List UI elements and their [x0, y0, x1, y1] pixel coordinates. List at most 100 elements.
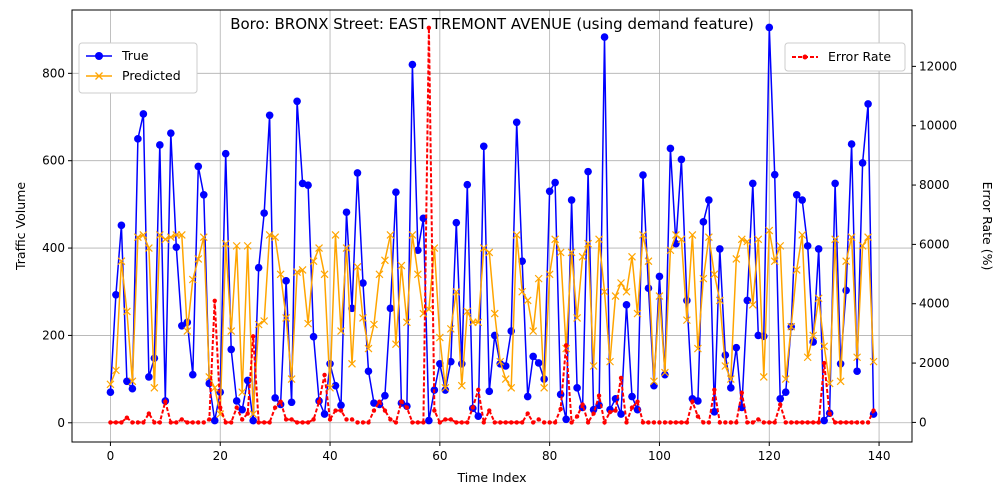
- data-point: [728, 420, 734, 425]
- data-point: [573, 384, 581, 392]
- data-point: [331, 231, 340, 239]
- data-point: [668, 420, 673, 425]
- data-point: [293, 268, 302, 277]
- data-point: [305, 420, 311, 425]
- data-point: [865, 420, 871, 425]
- data-point: [331, 381, 340, 390]
- data-point: [776, 394, 785, 403]
- data-point: [470, 405, 475, 410]
- data-point: [715, 296, 724, 305]
- data-point: [503, 420, 508, 425]
- data-point: [474, 412, 483, 421]
- y2-axis-label: Error Rate (%): [980, 182, 995, 271]
- data-point: [123, 377, 131, 386]
- data-point: [327, 417, 333, 422]
- data-point: [518, 257, 526, 265]
- data-point: [311, 417, 316, 422]
- data-point: [282, 277, 290, 285]
- data-point: [375, 270, 384, 279]
- data-point: [399, 399, 404, 404]
- x-tick-label: 20: [213, 449, 228, 463]
- data-point: [359, 314, 367, 322]
- data-point: [816, 420, 821, 425]
- data-point: [183, 327, 192, 335]
- y-axis-label: Traffic Volume: [13, 182, 28, 271]
- data-point: [805, 420, 810, 425]
- data-point: [408, 231, 417, 239]
- data-point: [415, 420, 421, 425]
- data-point: [353, 169, 362, 177]
- data-point: [743, 237, 752, 246]
- legend-error-label: Error Rate: [828, 49, 891, 64]
- data-point: [177, 231, 186, 239]
- x-tick-label: 40: [322, 449, 337, 463]
- data-point: [530, 420, 536, 425]
- data-point: [249, 416, 257, 425]
- data-point: [163, 399, 168, 404]
- data-point: [218, 405, 223, 410]
- data-point: [661, 368, 669, 377]
- data-point: [534, 359, 543, 367]
- data-point: [155, 231, 164, 239]
- data-point: [567, 196, 576, 204]
- data-point: [683, 296, 691, 305]
- data-point: [145, 373, 153, 381]
- data-point: [304, 319, 313, 328]
- data-point: [156, 141, 164, 149]
- data-point: [809, 331, 818, 340]
- data-point: [265, 231, 274, 239]
- data-point: [831, 235, 840, 244]
- data-point: [723, 420, 728, 425]
- data-point: [353, 262, 362, 271]
- y2-tick-label: 2000: [919, 356, 950, 370]
- y2-tick-label: 10000: [919, 119, 957, 133]
- data-point: [271, 233, 280, 242]
- data-point: [119, 420, 124, 425]
- data-point: [465, 420, 470, 425]
- data-point: [448, 417, 454, 422]
- data-point: [437, 420, 443, 425]
- data-point: [447, 357, 455, 366]
- data-point: [842, 257, 851, 266]
- data-point: [441, 386, 450, 394]
- data-point: [410, 420, 415, 425]
- data-point: [789, 420, 794, 425]
- data-point: [243, 241, 252, 250]
- data-point: [139, 110, 148, 118]
- data-point: [366, 420, 371, 425]
- data-point: [748, 179, 757, 188]
- data-point: [238, 405, 246, 414]
- data-point: [320, 410, 329, 418]
- data-point: [628, 252, 636, 261]
- data-point: [485, 248, 494, 257]
- data-point: [446, 324, 455, 333]
- data-point: [117, 221, 126, 230]
- data-point: [694, 397, 702, 405]
- data-point: [706, 420, 712, 425]
- data-point: [130, 420, 135, 425]
- data-point: [688, 231, 697, 239]
- data-point: [287, 375, 296, 384]
- data-point: [639, 171, 647, 179]
- data-point: [803, 353, 812, 362]
- x-tick-label: 80: [542, 449, 557, 463]
- data-point: [727, 384, 735, 392]
- data-point: [108, 420, 113, 425]
- data-point: [256, 420, 261, 425]
- data-point: [651, 420, 657, 425]
- data-point: [245, 411, 250, 416]
- data-point: [765, 226, 774, 235]
- data-point: [512, 118, 521, 127]
- data-point: [261, 420, 267, 425]
- data-point: [629, 405, 635, 410]
- data-point: [490, 309, 499, 318]
- data-point: [337, 327, 345, 335]
- data-point: [847, 233, 856, 242]
- data-point: [196, 420, 201, 425]
- data-point: [174, 420, 179, 425]
- data-point: [682, 316, 691, 325]
- data-point: [732, 255, 741, 263]
- data-point: [858, 241, 867, 250]
- y-tick-label: 200: [42, 328, 65, 342]
- data-point: [748, 300, 757, 309]
